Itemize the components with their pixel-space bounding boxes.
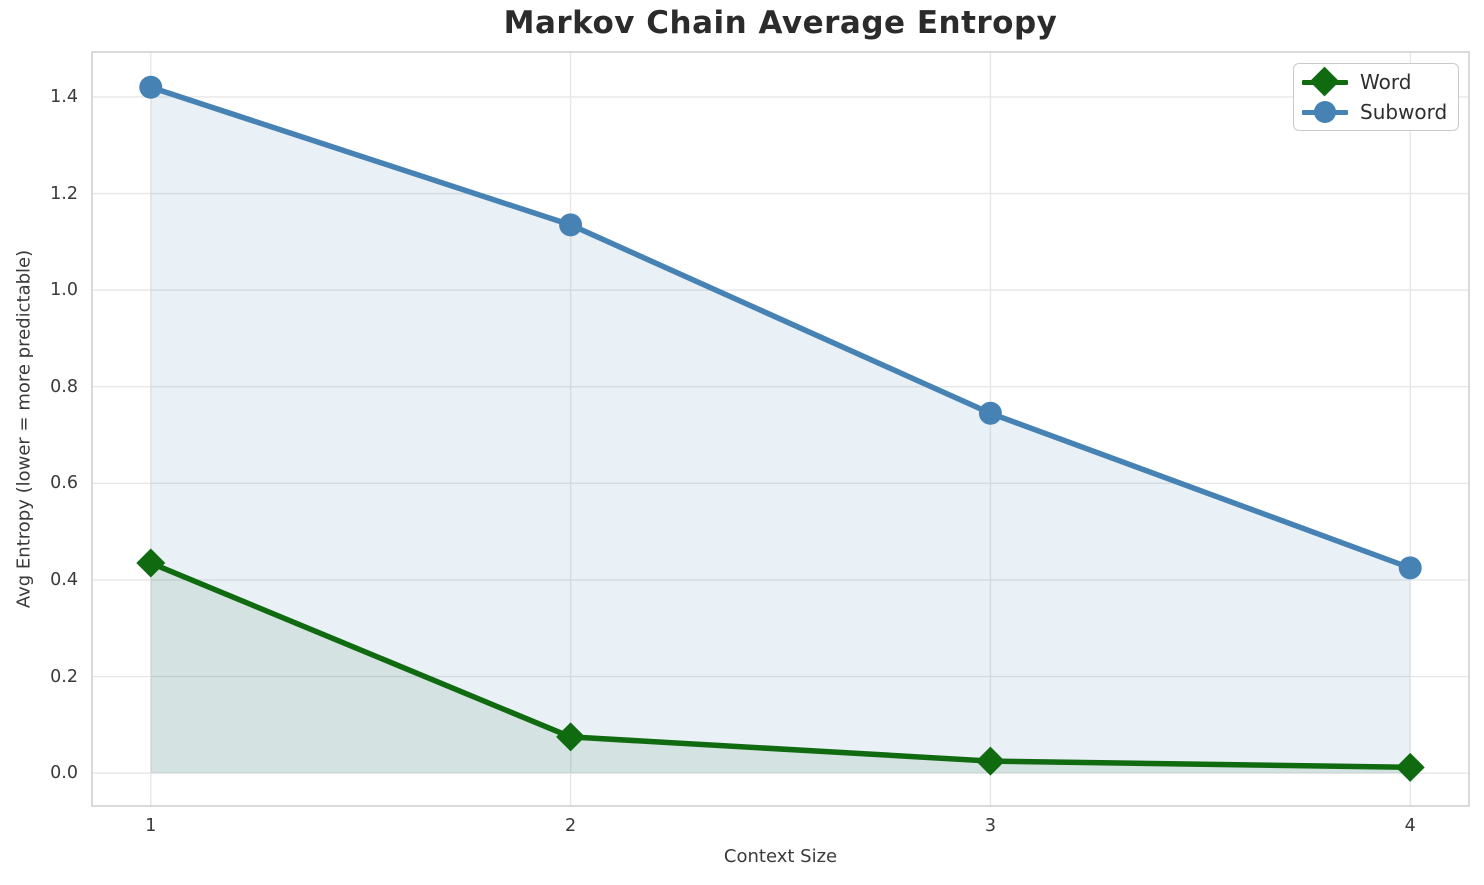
- subword-circle-marker-icon: [1314, 101, 1336, 124]
- y-tick-label: 0.0: [50, 763, 78, 784]
- x-tick-label: 1: [145, 816, 157, 836]
- legend-label-word: Word: [1360, 69, 1412, 94]
- word-data-point: [975, 746, 1005, 776]
- word-data-point: [136, 548, 166, 578]
- y-tick-label: 0.6: [50, 473, 78, 494]
- subword-data-point: [139, 75, 163, 99]
- x-tick-label: 4: [1404, 816, 1416, 836]
- subword-series-line: [148, 84, 1413, 571]
- y-axis-label: Avg Entropy (lower = more predictable): [13, 249, 35, 609]
- chart-title: Markov Chain Average Entropy: [503, 5, 1058, 41]
- word-markers: [136, 548, 1425, 782]
- word-data-point: [1395, 752, 1425, 782]
- legend-label-subword: Subword: [1360, 100, 1448, 125]
- x-tick-label: 2: [565, 816, 577, 836]
- subword-area-fill: [150, 87, 1411, 774]
- word-series-line: [148, 560, 1413, 771]
- legend: Word Subword: [1293, 63, 1459, 131]
- y-tick-label: 1.0: [50, 280, 78, 301]
- word-diamond-marker-icon: [1309, 66, 1340, 97]
- legend-item-subword: Subword: [1302, 97, 1450, 127]
- y-tick-label: 0.4: [50, 569, 78, 590]
- subword-data-point: [1398, 556, 1422, 580]
- word-series-glyph: [1302, 66, 1348, 97]
- subword-data-point: [978, 401, 1002, 425]
- x-tick-label: 3: [984, 816, 996, 836]
- y-tick-label: 1.4: [50, 86, 78, 107]
- plot-border: [91, 51, 1470, 807]
- x-axis-label: Context Size: [723, 846, 838, 867]
- gridlines: [92, 52, 1469, 806]
- subword-markers: [139, 75, 1422, 580]
- word-area-fill: [150, 563, 1411, 774]
- y-tick-label: 0.8: [50, 376, 78, 397]
- y-tick-label: 1.2: [50, 183, 78, 204]
- legend-item-word: Word: [1302, 66, 1450, 97]
- word-data-point: [556, 722, 586, 752]
- subword-series-glyph: [1302, 97, 1348, 127]
- subword-data-point: [559, 213, 583, 237]
- y-tick-label: 0.2: [50, 666, 78, 687]
